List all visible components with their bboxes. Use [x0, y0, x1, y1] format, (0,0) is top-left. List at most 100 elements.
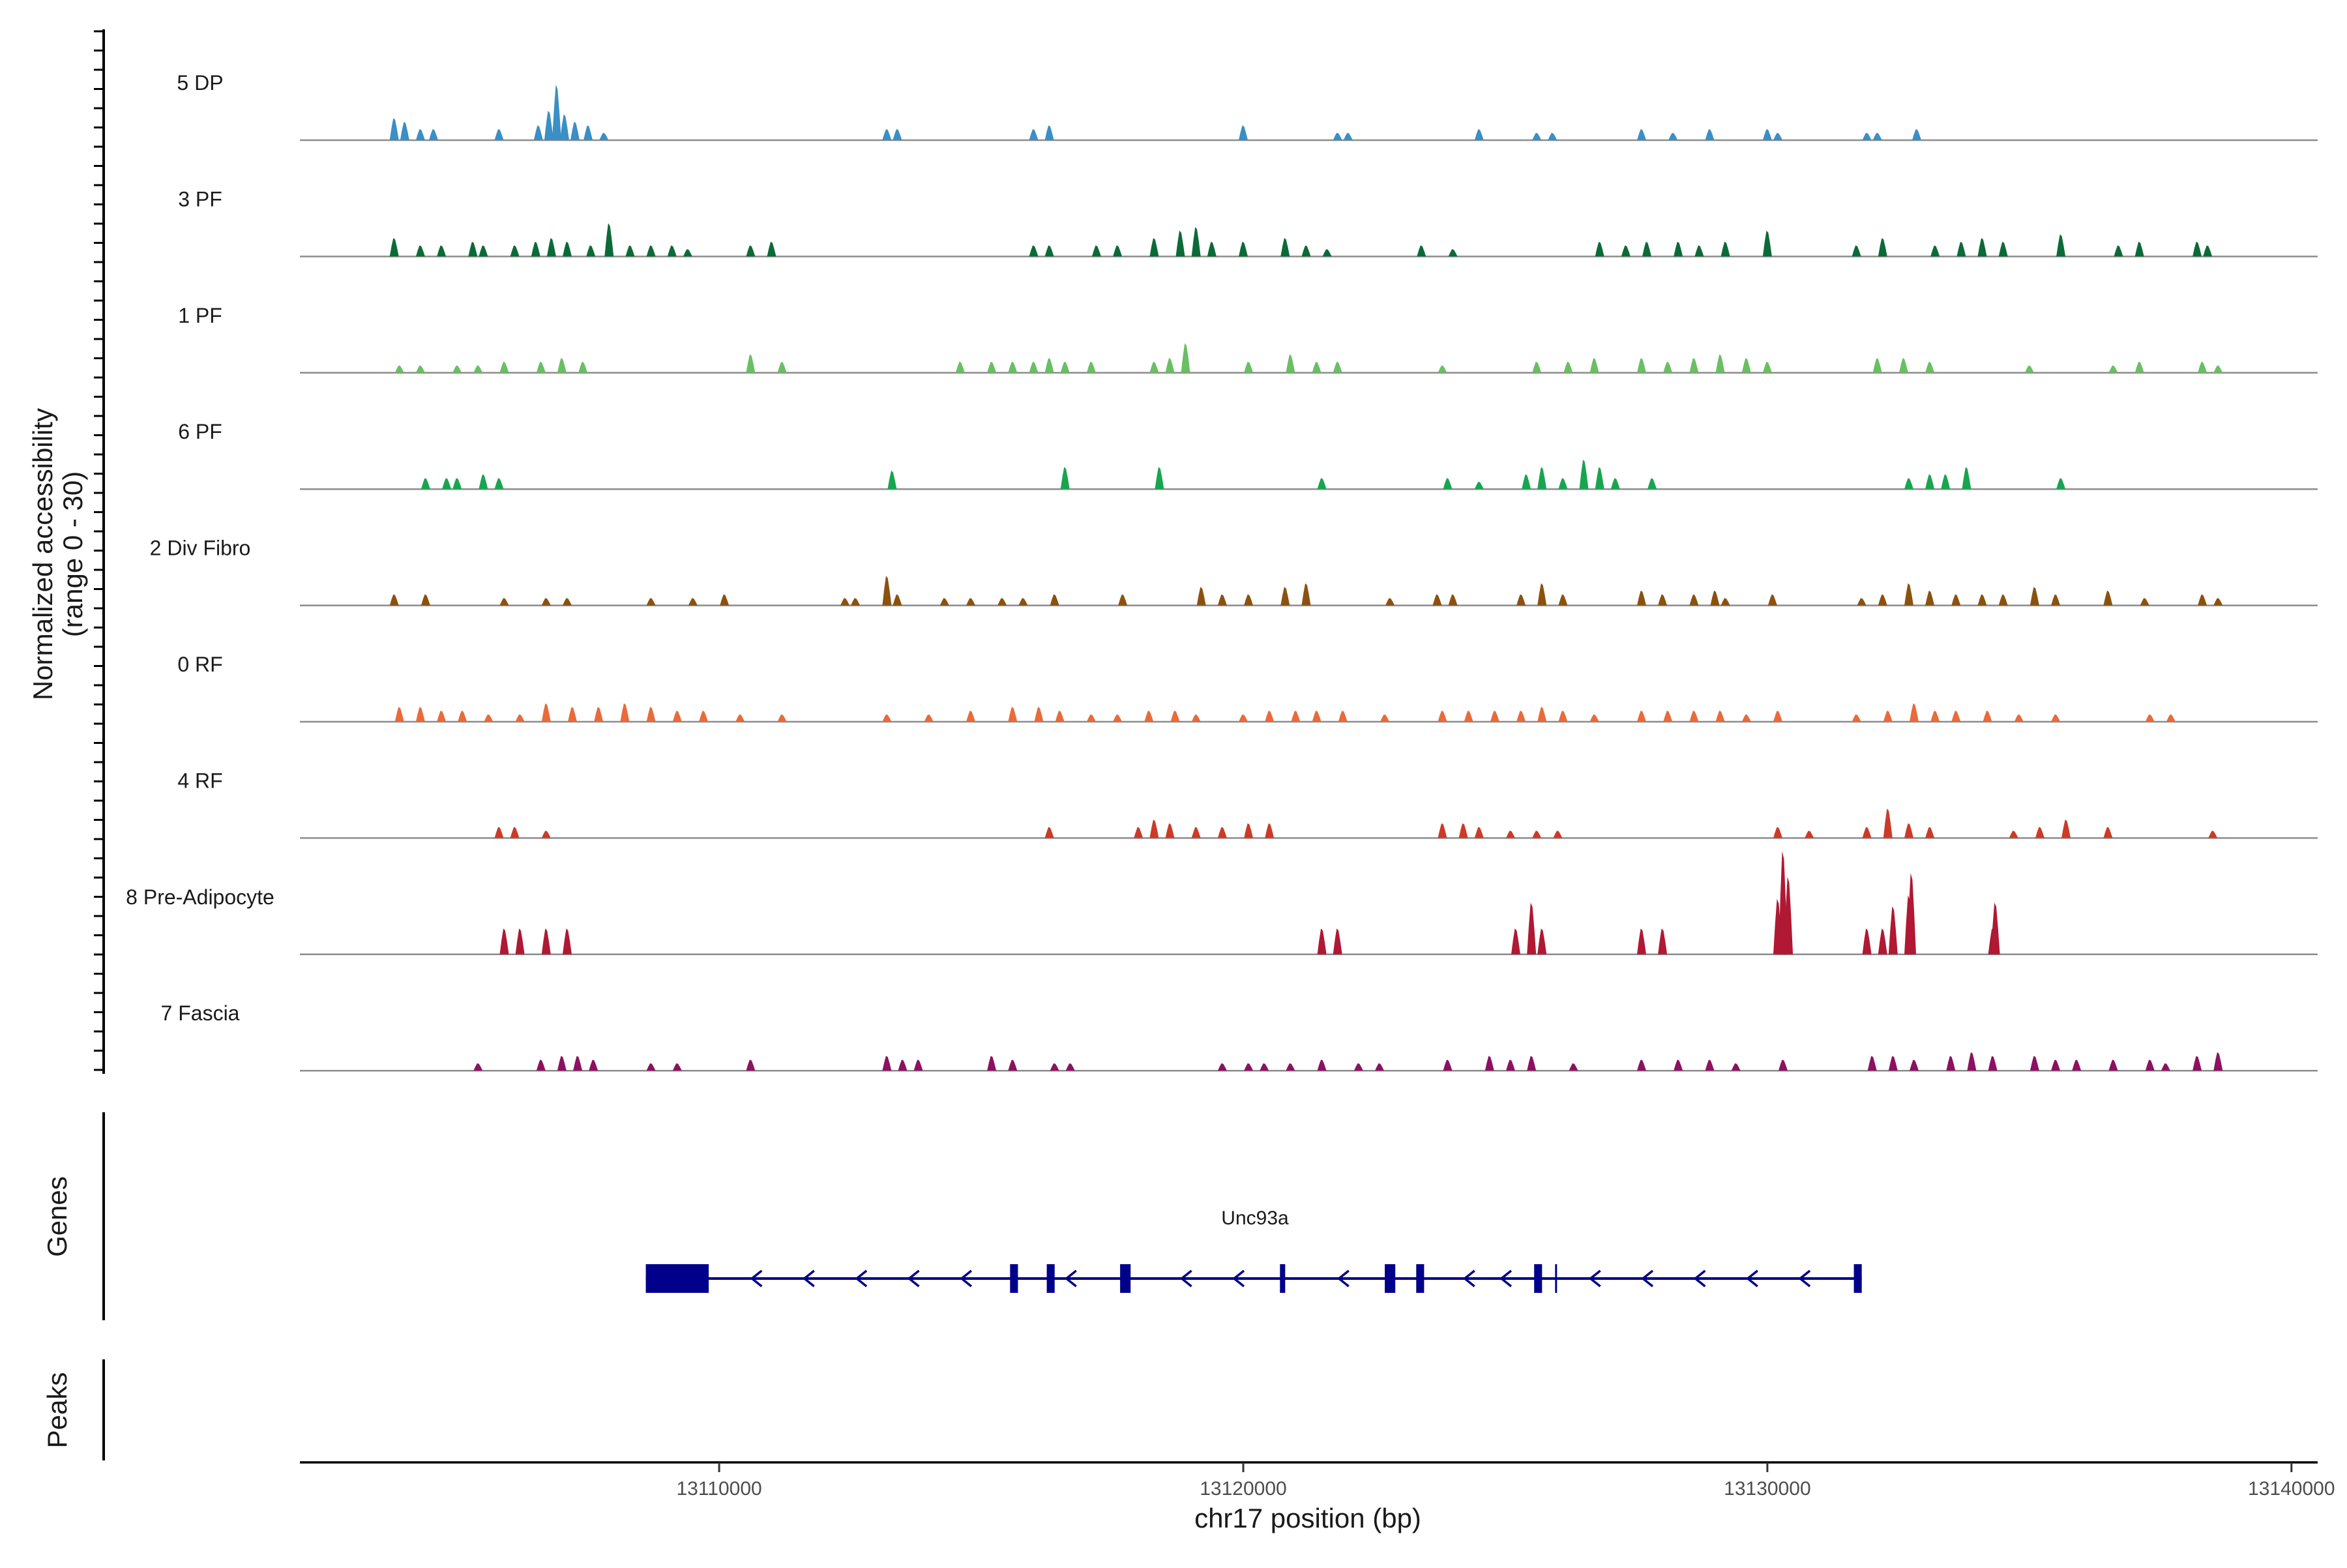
coverage-peak [494, 827, 504, 838]
coverage-peak [966, 711, 975, 722]
coverage-peak [541, 703, 551, 722]
track-label: 1 PF [178, 304, 222, 327]
coverage-peak [1438, 711, 1447, 722]
coverage-peak [1301, 245, 1311, 257]
coverage-peak [583, 125, 593, 140]
coverage-peak [1862, 132, 1872, 140]
coverage-peak [672, 1063, 682, 1071]
track-label: 6 PF [178, 420, 222, 443]
coverage-peak [1527, 1056, 1537, 1071]
coverage-peak [468, 241, 478, 257]
coverage-peak [415, 707, 425, 722]
coverage-peak [1385, 598, 1395, 606]
coverage-peak [2014, 714, 2024, 722]
coverage-peak [1149, 820, 1159, 838]
coverage-peak [1925, 361, 1935, 373]
coverage-peak [1113, 714, 1123, 722]
coverage-peak [1910, 703, 1919, 722]
coverage-peak [1217, 594, 1227, 606]
coverage-peak [1705, 1059, 1715, 1071]
coverage-peak [2051, 1059, 2061, 1071]
coverage-peak [1872, 132, 1882, 140]
track-9: 7 Fascia [161, 1001, 2318, 1072]
coverage-peak [1741, 358, 1751, 373]
coverage-peak [1595, 241, 1604, 257]
coverage-peak [1464, 711, 1473, 722]
x-axis-tick-label: 13140000 [2248, 1478, 2335, 1500]
coverage-peak [1343, 132, 1353, 140]
coverage-peak [851, 598, 861, 606]
coverage-peak [458, 711, 467, 722]
coverage-peak [415, 129, 425, 140]
coverage-peak [1595, 467, 1604, 490]
coverage-peak [720, 594, 730, 606]
coverage-peak [1912, 129, 1921, 140]
coverage-peak [479, 245, 488, 257]
coverage-peak [2198, 361, 2207, 373]
coverage-peak [536, 361, 546, 373]
coverage-peak [1563, 361, 1573, 373]
y-axis-title-line2: (range 0 - 30) [57, 471, 88, 637]
coverage-peak [1165, 358, 1175, 373]
coverage-peak [1862, 827, 1872, 838]
coverage-peak [1579, 459, 1589, 490]
coverage-peak [389, 238, 399, 257]
coverage-peak [1977, 238, 1987, 257]
coverage-peak [1317, 928, 1327, 954]
coverage-peak [882, 714, 892, 722]
coverage-peak [620, 703, 630, 722]
coverage-peak [1380, 714, 1390, 722]
coverage-peak [2108, 365, 2118, 373]
coverage-peak [1149, 361, 1159, 373]
coverage-peak [1034, 707, 1044, 722]
coverage-peak [1779, 1059, 1788, 1071]
coverage-peak [882, 576, 892, 606]
coverage-peak [699, 711, 708, 722]
gene-model [645, 1264, 1862, 1293]
coverage-peak [531, 241, 540, 257]
track-label: 5 DP [177, 71, 223, 95]
coverage-peak [1244, 823, 1254, 838]
coverage-peak [1983, 711, 1992, 722]
coverage-peak [1852, 714, 1861, 722]
coverage-peak [1484, 1056, 1494, 1071]
x-axis-tick-label: 13130000 [1724, 1478, 1810, 1500]
coverage-peak [389, 594, 399, 606]
coverage-peak [1805, 831, 1814, 838]
track-label: 2 Div Fibro [150, 537, 251, 560]
coverage-peak [746, 245, 756, 257]
coverage-peak [1217, 827, 1227, 838]
coverage-peak [541, 831, 551, 838]
coverage-peak [2009, 831, 2018, 838]
coverage-peak [735, 714, 745, 722]
track-8: 8 Pre-Adipocyte [126, 851, 2318, 956]
coverage-peak [1239, 125, 1248, 140]
genes-panel-label: Genes [42, 1176, 72, 1257]
coverage-peak [1333, 361, 1342, 373]
coverage-peak [1338, 711, 1348, 722]
gene-exon [1534, 1264, 1543, 1293]
gene-exon [1385, 1264, 1396, 1293]
x-ticks: 13110000 13120000 13130000 13140000 [676, 1462, 2335, 1500]
coverage-peak [1589, 714, 1599, 722]
gene-exon [1416, 1264, 1424, 1293]
coverage-peak [1353, 1063, 1363, 1071]
coverage-peak [563, 241, 572, 257]
track-label: 3 PF [178, 187, 222, 211]
coverage-peak [400, 121, 409, 140]
coverage-peak [1621, 245, 1631, 257]
coverage-peak [1191, 227, 1201, 257]
coverage-peak [1658, 594, 1668, 606]
coverage-peak [541, 928, 551, 954]
coverage-peak [887, 470, 897, 490]
coverage-peak [1762, 129, 1772, 140]
peaks-panel: Peaks [42, 1359, 105, 1460]
coverage-peak [1888, 906, 1898, 954]
coverage-peak [499, 361, 509, 373]
coverage-peak [1694, 245, 1704, 257]
coverage-peak [1773, 711, 1782, 722]
coverage-peak [1375, 1063, 1384, 1071]
coverage-peak [1946, 1056, 1956, 1071]
coverage-peak [1862, 928, 1872, 954]
